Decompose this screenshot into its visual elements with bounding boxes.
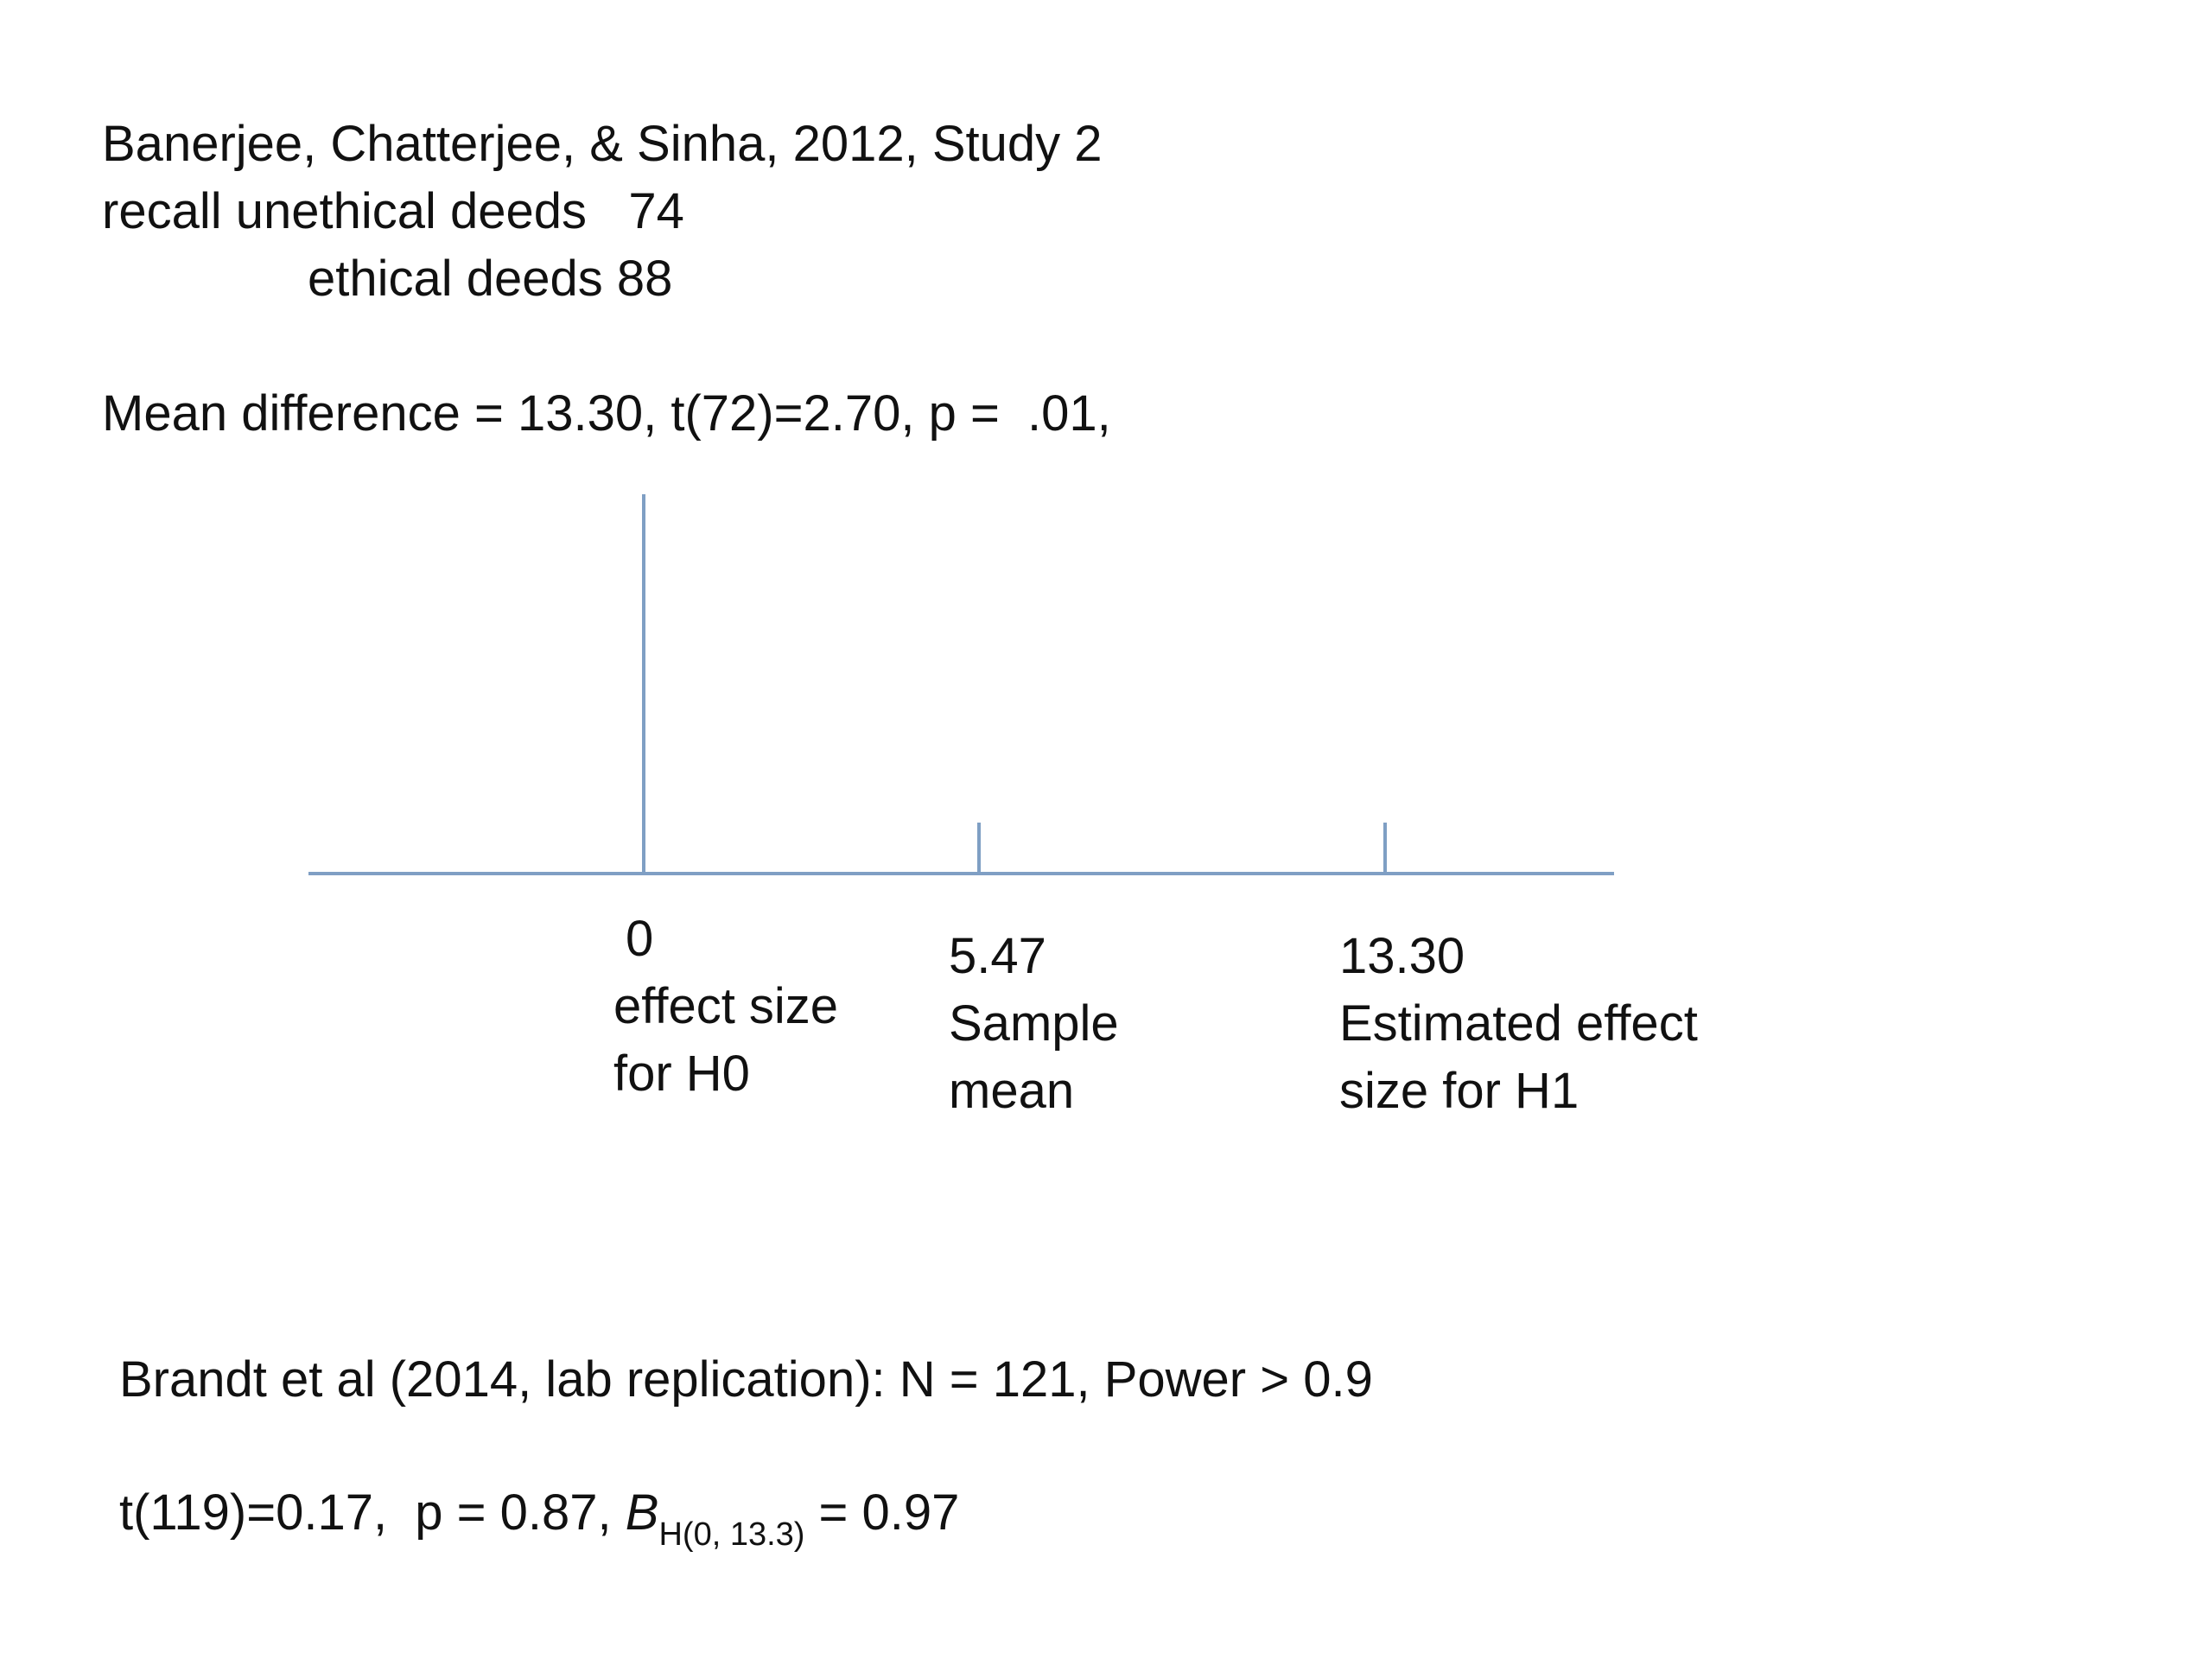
replication-result-stats: t(119)=0.17, p = 0.87, [119, 1484, 626, 1541]
original-study-stats: Mean difference = 13.30, t(72)=2.70, p =… [102, 385, 1111, 442]
sample-mean-value: 5.47 [949, 928, 1046, 984]
sample-mean-caption-line1: Sample [949, 995, 1119, 1052]
h1-caption-line2: size for H1 [1339, 1063, 1580, 1119]
sample-mean-marker-label: 5.47 Sample mean [949, 923, 1119, 1125]
h0-value: 0 [626, 911, 654, 967]
sample-mean-caption-line2: mean [949, 1063, 1075, 1119]
unethical-deeds-count: recall unethical deeds 74 [102, 183, 684, 239]
h0-caption-line2: for H0 [613, 1046, 750, 1102]
h1-value: 13.30 [1339, 928, 1465, 984]
h0-marker-label: 0 effect size for H0 [613, 906, 838, 1108]
bayes-factor-value: = 0.97 [804, 1484, 960, 1541]
h0-caption-line1: effect size [613, 978, 839, 1034]
ethical-deeds-count: ethical deeds 88 [308, 251, 673, 307]
bayes-factor-symbol: B [625, 1484, 659, 1541]
study-citation: Banerjee, Chatterjee, & Sinha, 2012, Stu… [102, 116, 1103, 172]
replication-summary: Brandt et al (2014, lab replication): N … [119, 1351, 1373, 1408]
bayes-factor-subscript: H(0, 13.3) [658, 1516, 805, 1553]
h1-marker-label: 13.30 Estimated effect size for H1 [1339, 923, 1698, 1125]
h1-caption-line1: Estimated effect [1339, 995, 1698, 1052]
replication-result: t(119)=0.17, p = 0.87, BH(0, 13.3) = 0.9… [119, 1479, 959, 1568]
